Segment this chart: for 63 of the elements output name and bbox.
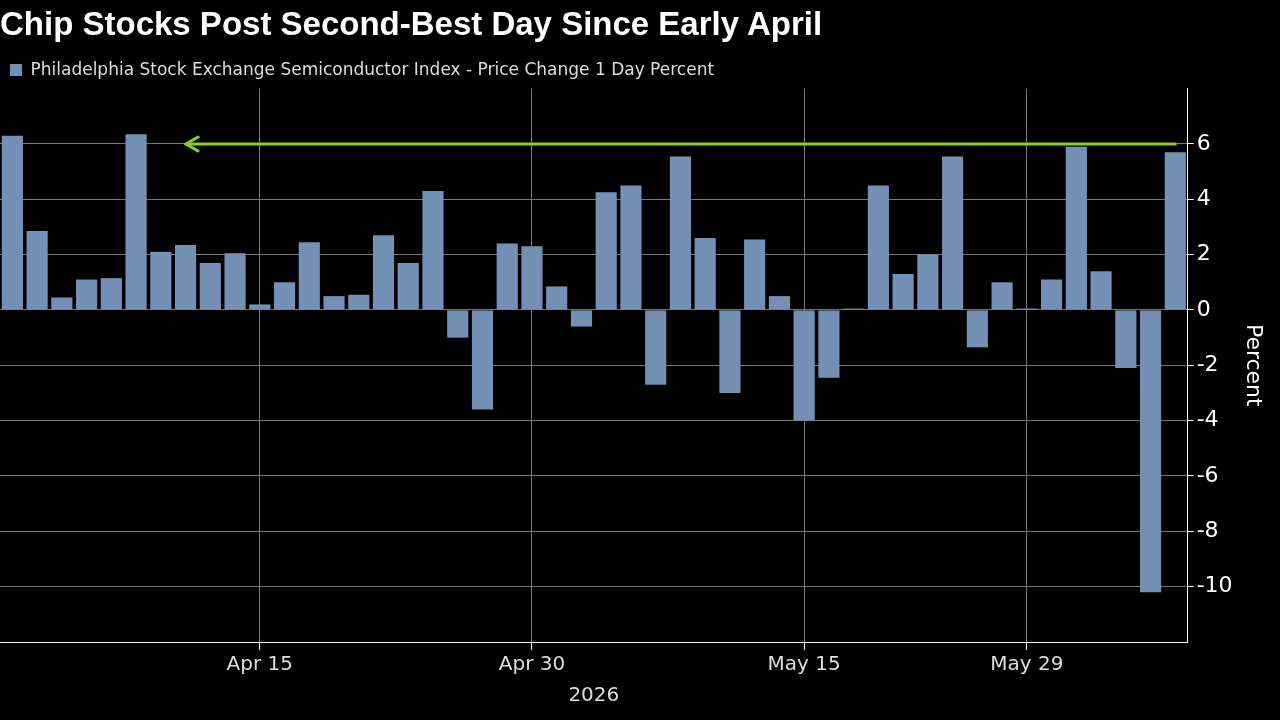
- bar: [744, 239, 766, 310]
- bar: [1139, 310, 1162, 593]
- legend-label: Philadelphia Stock Exchange Semiconductor Index - Price Change 1 Day Percent: [30, 58, 715, 79]
- bar: [125, 134, 147, 310]
- bar: [224, 253, 246, 310]
- bar: [397, 262, 419, 310]
- bar: [546, 286, 568, 310]
- x-tick-label: May 29: [990, 651, 1064, 676]
- bar: [76, 279, 98, 310]
- y-tick-label: -8: [1196, 517, 1219, 543]
- bar: [199, 262, 221, 310]
- bar: [1041, 279, 1063, 310]
- x-tick-label: Apr 30: [498, 651, 566, 676]
- bar: [867, 185, 889, 310]
- y-tick-label: 6: [1196, 129, 1211, 155]
- y-tick-label: 0: [1196, 295, 1211, 321]
- bar: [447, 310, 469, 338]
- bar: [694, 238, 716, 310]
- bar: [991, 282, 1013, 310]
- bar: [1164, 152, 1186, 310]
- bar: [966, 310, 988, 348]
- chart-title: Chip Stocks Post Second-Best Day Since Early April: [0, 4, 823, 42]
- bar: [100, 278, 122, 310]
- bar: [1065, 146, 1087, 310]
- bar: [496, 243, 518, 310]
- x-tick-label: May 15: [767, 651, 841, 676]
- x-tick-label: Apr 15: [226, 651, 294, 676]
- bar: [175, 244, 197, 310]
- bar: [471, 310, 494, 410]
- bar: [323, 296, 345, 310]
- x-axis-title: 2026: [568, 682, 620, 707]
- bar: [1090, 271, 1112, 310]
- bar: [348, 294, 370, 310]
- bar: [768, 296, 790, 310]
- bar: [645, 310, 667, 385]
- bar: [595, 192, 617, 310]
- bar: [51, 297, 73, 310]
- bar: [942, 156, 964, 310]
- bar: [719, 310, 741, 393]
- y-tick-label: -2: [1196, 351, 1219, 377]
- y-axis-title: Percent: [1242, 323, 1268, 408]
- y-tick-label: -6: [1196, 461, 1219, 487]
- bar: [1115, 310, 1137, 369]
- bar: [422, 190, 444, 310]
- bar: [620, 185, 642, 310]
- bar: [150, 251, 172, 310]
- bar: [521, 246, 543, 310]
- bar: [298, 242, 320, 310]
- bar: [669, 156, 692, 310]
- y-tick-label: -4: [1196, 406, 1219, 432]
- bar: [273, 282, 296, 310]
- bar: [1, 135, 23, 310]
- bar: [570, 310, 593, 327]
- bar: [793, 310, 815, 421]
- bar: [818, 310, 840, 378]
- bar: [249, 304, 271, 310]
- bar: [892, 273, 914, 310]
- y-tick-label: 2: [1196, 240, 1211, 266]
- y-tick-label: 4: [1196, 185, 1211, 210]
- bar: [917, 254, 939, 310]
- y-tick-label: -10: [1196, 572, 1233, 598]
- bar: [372, 235, 395, 310]
- bar: [26, 231, 48, 310]
